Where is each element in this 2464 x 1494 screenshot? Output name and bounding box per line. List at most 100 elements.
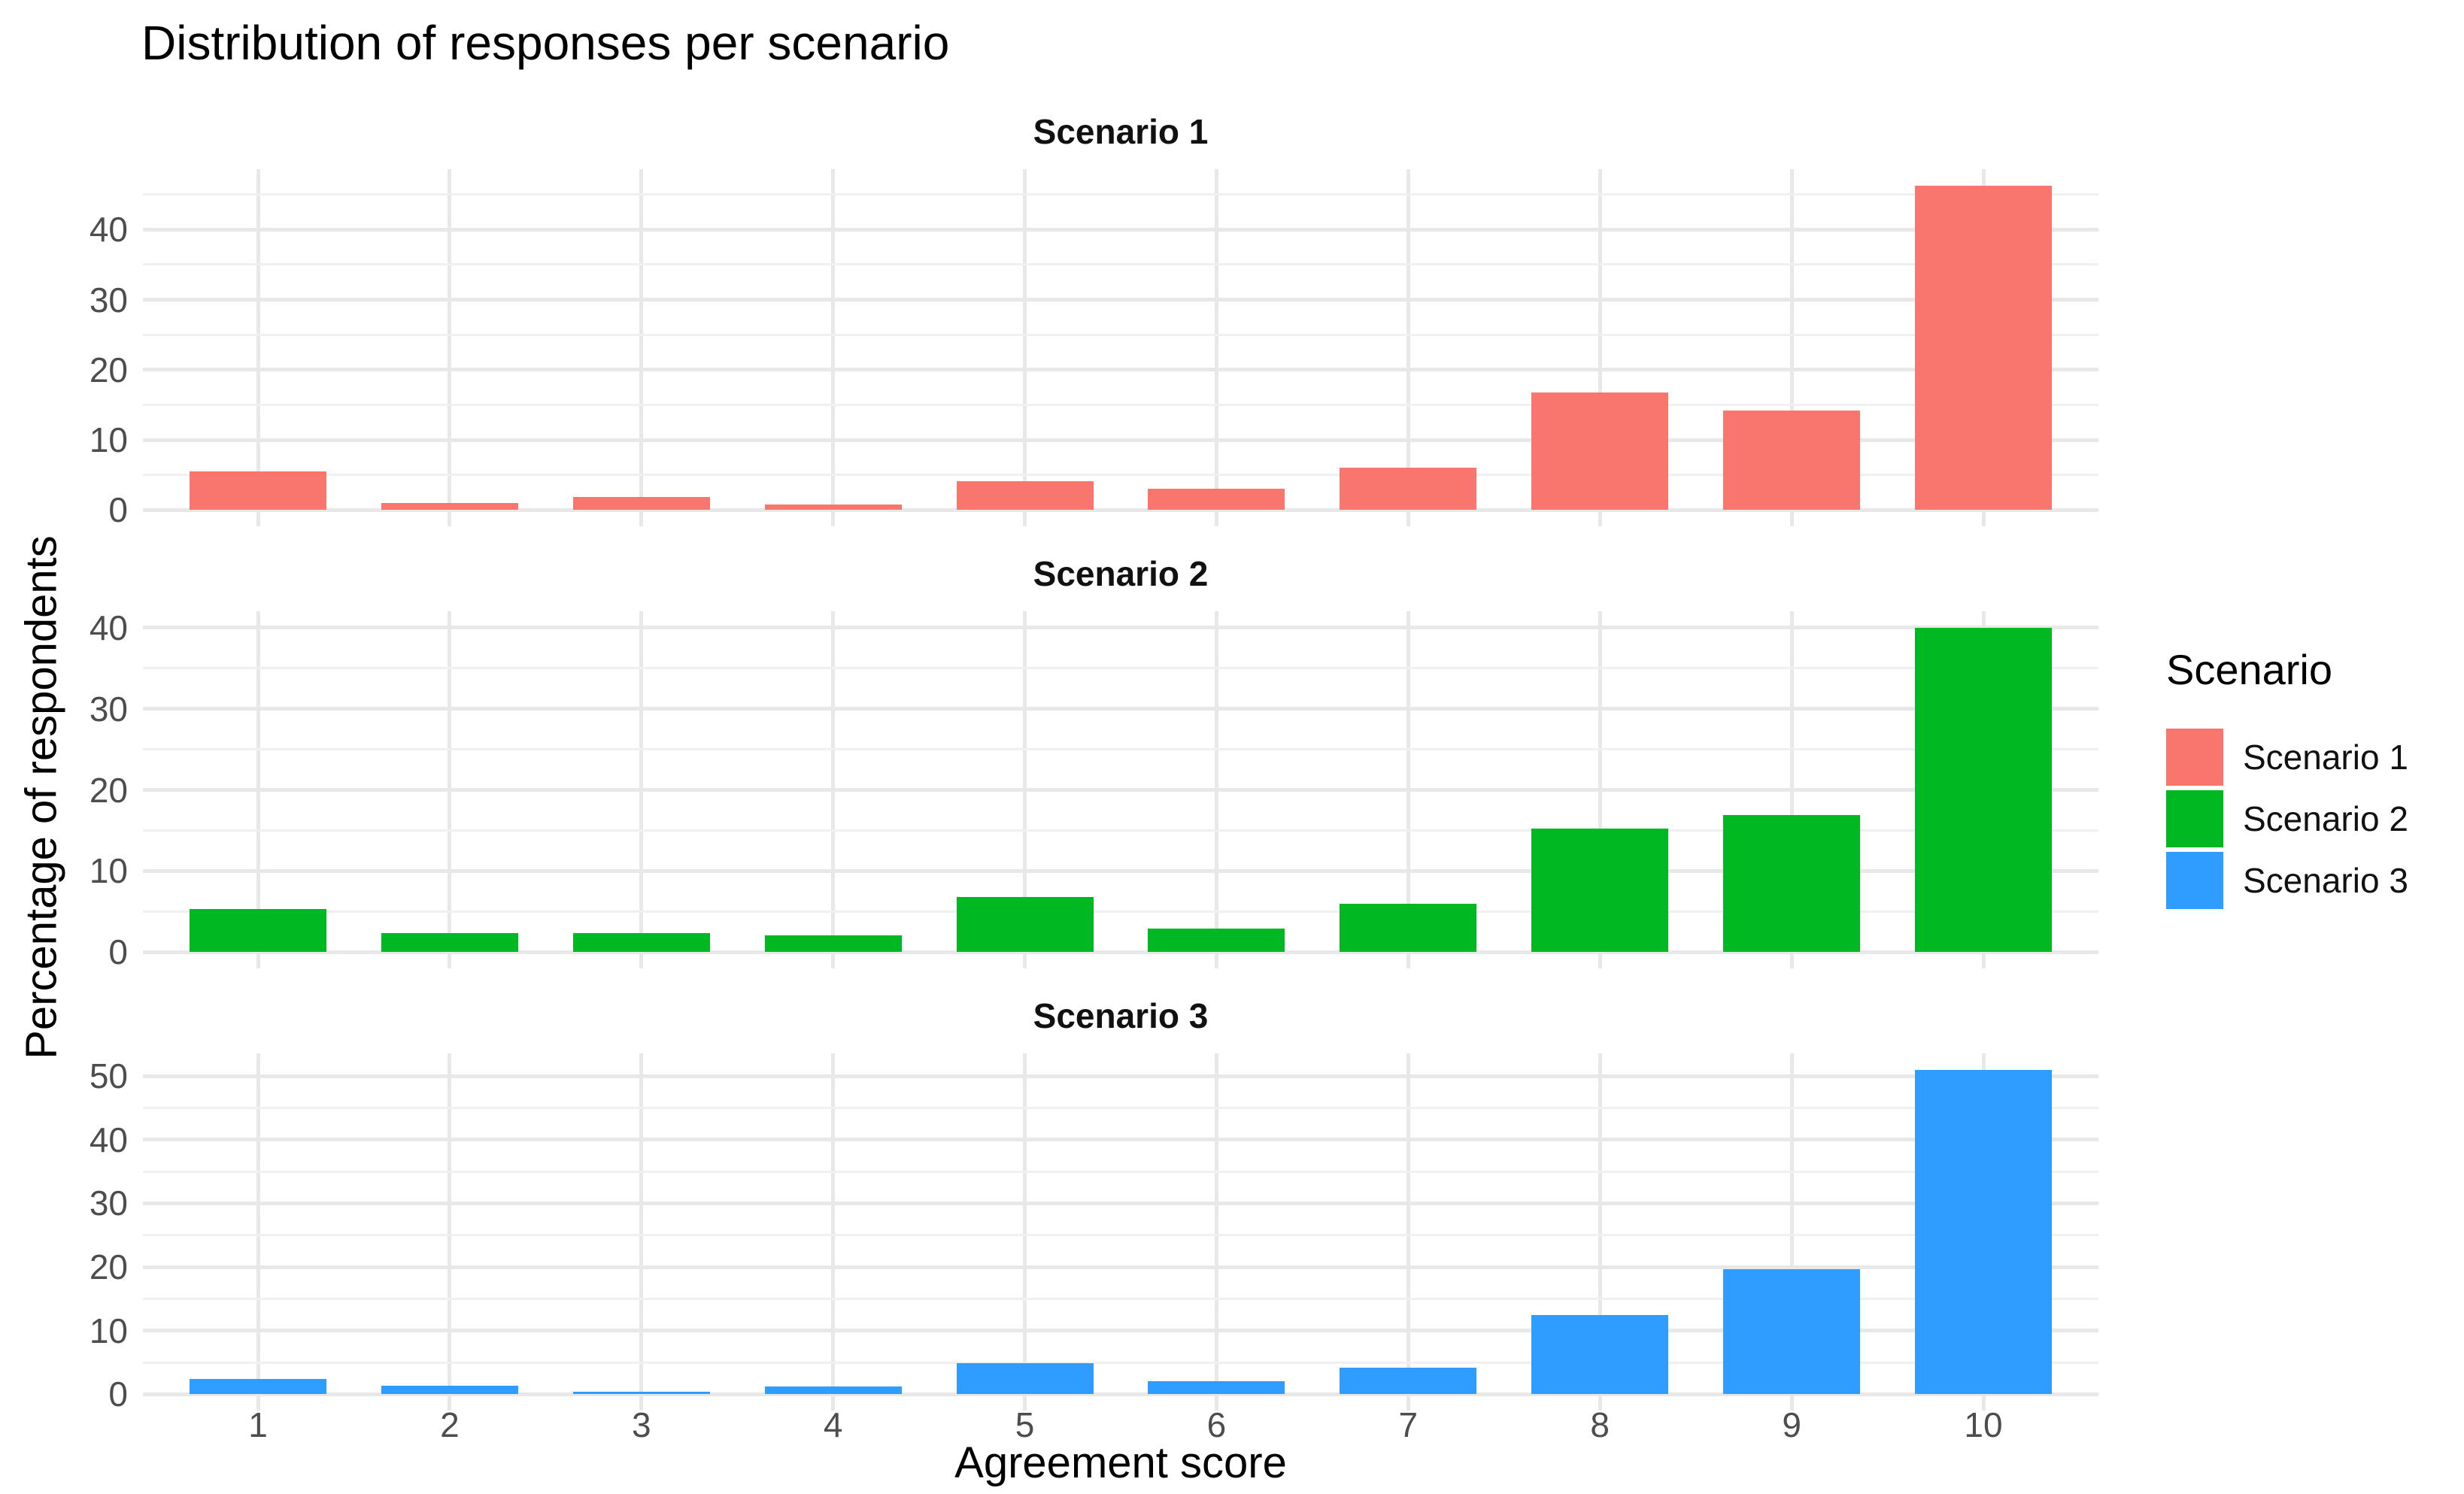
gridline-major [143,1392,2098,1396]
gridline-major [143,1265,2098,1269]
gridline-minor [143,1297,2098,1300]
gridline-minor [143,829,2098,832]
gridline-minor [143,1234,2098,1237]
gridline-vertical [448,169,452,526]
legend-swatch [2166,852,2223,909]
gridline-major [143,950,2098,954]
facet-strip-label: Scenario 2 [1033,554,1209,593]
bar [956,897,1094,953]
bar [1915,185,2052,511]
gridline-major [143,368,2098,372]
legend-entry: Scenario 1 [2166,729,2408,786]
gridline-vertical [1406,169,1410,526]
bar [1915,627,2052,953]
bar [1531,1314,1669,1395]
y-tick-label: 0 [108,932,128,972]
gridline-minor [143,667,2098,670]
gridline-vertical [1023,169,1027,526]
y-tick-label: 30 [89,689,128,729]
y-tick-label: 0 [108,1374,128,1414]
x-tick-label: 8 [1590,1405,1610,1444]
gridline-minor [143,748,2098,751]
legend-entry-label: Scenario 3 [2243,861,2408,900]
gridline-major [143,1329,2098,1333]
x-tick-label: 4 [823,1405,843,1444]
gridline-vertical [1023,1053,1027,1411]
bar [1340,903,1477,953]
bar [1723,1269,1861,1395]
legend-entry-label: Scenario 2 [2243,799,2408,838]
y-tick-label: 20 [89,1247,128,1287]
legend-swatch [2166,729,2223,786]
bar [1531,392,1669,511]
y-tick-label: 40 [89,210,128,250]
bar [764,1386,902,1395]
gridline-major [143,1138,2098,1142]
y-tick-label: 20 [89,350,128,389]
y-tick-label: 0 [108,490,128,530]
gridline-vertical [1214,169,1218,526]
bar [190,471,326,511]
x-tick-label: 9 [1782,1405,1801,1444]
legend-entries: Scenario 1 Scenario 2 Scenario 3 [2166,729,2408,909]
bar [1148,1381,1285,1395]
bar [1340,1367,1477,1395]
bar [764,504,902,511]
legend-swatch [2166,790,2223,847]
gridline-vertical [1789,1053,1794,1411]
gridline-major [143,626,2098,630]
x-tick-label: 5 [1015,1405,1035,1444]
gridline-major [143,298,2098,302]
bar [1915,1069,2052,1395]
gridline-major [143,788,2098,792]
legend-entry: Scenario 3 [2166,852,2408,909]
gridline-minor [143,474,2098,477]
plot-title: Distribution of responses per scenario [141,16,950,70]
x-tick-label: 6 [1206,1405,1227,1444]
gridline-minor [143,1106,2098,1109]
facet-strip-label: Scenario 3 [1033,996,1209,1035]
y-tick-label: 40 [89,608,128,647]
bar [572,932,710,953]
x-tick-label: 3 [631,1405,651,1444]
gridline-major [143,508,2098,512]
legend-title: Scenario [2166,646,2333,693]
bar [572,496,710,511]
gridline-vertical [256,1053,260,1411]
gridline-minor [143,1170,2098,1173]
bar [381,1385,518,1395]
gridline-minor [143,1361,2098,1364]
gridline-vertical [1598,1053,1602,1411]
gridline-major [143,1201,2098,1205]
bar [572,1392,710,1395]
bar [1723,814,1861,953]
gridline-vertical [831,169,836,526]
facet-panel: 0 10 20 30 40 [90,169,2098,527]
y-tick-label: 50 [89,1056,128,1096]
y-tick-label: 40 [89,1120,128,1159]
gridline-major [143,707,2098,711]
gridline-minor [143,404,2098,406]
x-tick-label: 2 [440,1405,460,1444]
gridline-vertical [639,1053,644,1411]
bar [190,909,326,953]
bar [1148,929,1285,953]
bar [1531,829,1669,953]
gridline-major [143,868,2098,873]
x-tick-label: 10 [1964,1405,2003,1444]
y-tick-label: 10 [89,1311,128,1350]
gridline-major [143,1074,2098,1078]
gridline-vertical [1598,169,1602,526]
gridline-minor [143,193,2098,196]
x-tick-label: 7 [1398,1405,1419,1444]
gridline-vertical [256,169,260,526]
y-tick-label: 30 [89,280,128,320]
legend-entry: Scenario 2 [2166,790,2408,847]
legend: Scenario Scenario 1 Scenario 2 Scenario 3 [2166,645,2408,914]
bar [381,932,518,953]
facet-strip-label: Scenario 1 [1033,112,1209,151]
bar [381,503,518,511]
y-tick-label: 10 [89,851,128,891]
legend-entry-label: Scenario 1 [2243,738,2408,777]
